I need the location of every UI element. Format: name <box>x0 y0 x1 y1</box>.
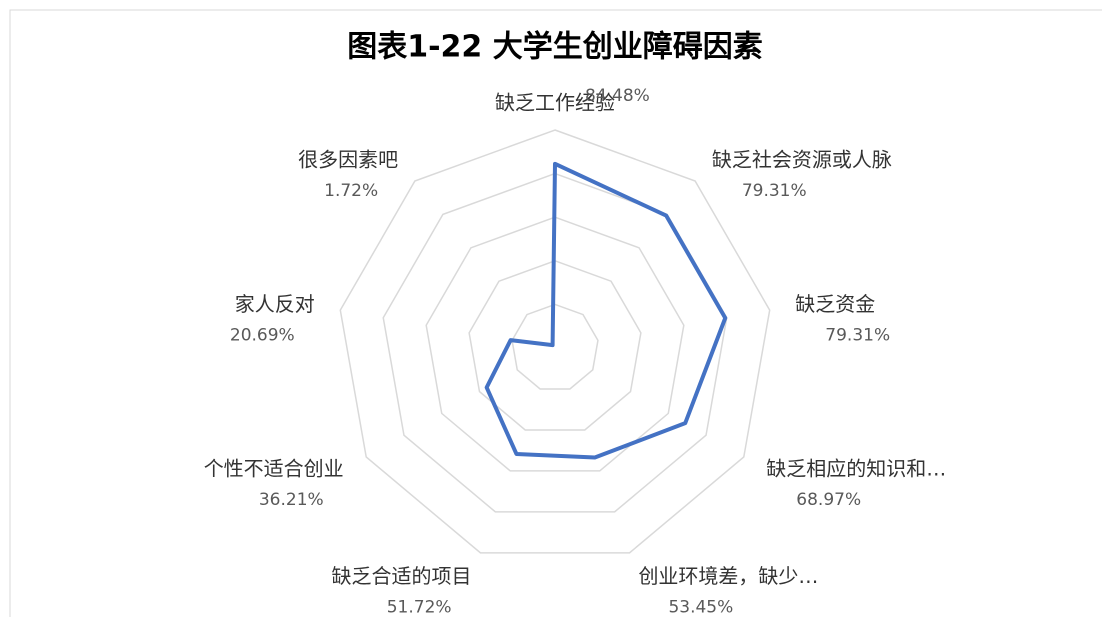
value-label: 36.21% <box>259 490 324 510</box>
grid-ring <box>468 260 642 431</box>
value-label: 20.69% <box>230 326 295 346</box>
value-label: 53.45% <box>668 597 733 617</box>
grid-ring <box>339 129 771 554</box>
chart-title: 图表1-22 大学生创业障碍因素 <box>347 30 763 65</box>
value-label: 79.31% <box>825 326 890 346</box>
category-label: 创业环境差，缺少… <box>638 564 818 588</box>
category-label: 家人反对 <box>235 292 315 316</box>
category-label: 缺乏相应的知识和… <box>766 457 946 481</box>
chart-frame <box>9 9 1102 617</box>
category-label: 很多因素吧 <box>298 148 398 172</box>
category-label: 缺乏工作经验 <box>495 91 615 115</box>
grid-ring <box>425 216 685 472</box>
grid-ring <box>511 303 599 390</box>
value-label: 84.48% <box>585 86 650 106</box>
category-label: 个性不适合创业 <box>204 457 344 481</box>
category-label: 缺乏合适的项目 <box>332 564 472 588</box>
data-line <box>484 161 728 460</box>
value-label: 68.97% <box>796 490 861 510</box>
value-label: 1.72% <box>324 181 378 201</box>
value-label: 79.31% <box>742 181 807 201</box>
value-label: 51.72% <box>387 597 452 617</box>
category-label: 缺乏资金 <box>795 292 875 316</box>
category-label: 缺乏社会资源或人脉 <box>712 148 892 172</box>
